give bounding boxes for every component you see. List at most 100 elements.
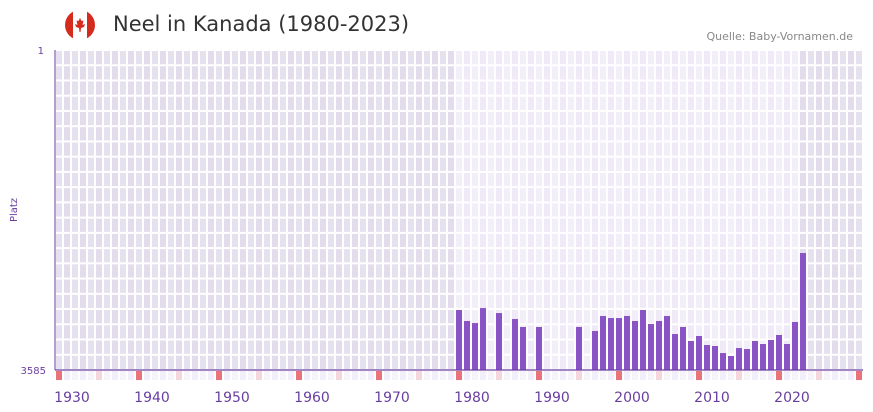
grid-cell (560, 172, 566, 187)
grid-cell (576, 249, 582, 263)
grid-cell (504, 233, 510, 248)
grid-cell (232, 340, 238, 354)
grid-cell (432, 203, 438, 217)
grid-cell (800, 218, 806, 232)
grid-cell (424, 340, 430, 354)
grid-cell (256, 340, 262, 354)
grid-cell (616, 51, 622, 65)
grid-cell (584, 233, 590, 248)
grid-cell (512, 142, 518, 156)
grid-cell (680, 218, 686, 232)
grid-cell (376, 157, 382, 171)
grid-cell (504, 96, 510, 110)
bar-2009 (688, 340, 694, 370)
grid-cell (496, 233, 502, 248)
grid-cell (728, 203, 734, 217)
grid-cell (120, 325, 126, 339)
grid-cell (488, 325, 494, 339)
grid-cell (496, 218, 502, 232)
grid-cell (192, 157, 198, 171)
grid-cell (560, 233, 566, 248)
grid-cell (456, 111, 462, 126)
x-tick-marker (608, 371, 614, 380)
grid-cell (584, 294, 590, 309)
grid-cell (728, 188, 734, 202)
grid-cell (664, 142, 670, 156)
grid-cell (728, 96, 734, 110)
grid-cell (104, 142, 110, 156)
grid-cell (416, 218, 422, 232)
grid-cell (632, 172, 638, 187)
grid-cell (200, 340, 206, 354)
grid-cell (792, 218, 798, 232)
y-axis-label: Platz (9, 198, 20, 222)
grid-cell (784, 111, 790, 126)
grid-cell (728, 294, 734, 309)
grid-cell (416, 157, 422, 171)
grid-cell (432, 218, 438, 232)
grid-cell (376, 127, 382, 141)
grid-cell (808, 66, 814, 80)
grid-cell (600, 279, 606, 293)
x-tick-marker (368, 371, 374, 380)
grid-cell (312, 127, 318, 141)
x-tick-marker (304, 371, 310, 380)
grid-cell (96, 325, 102, 339)
grid-cell (768, 325, 774, 339)
grid-cell (208, 203, 214, 217)
grid-cell (632, 279, 638, 293)
grid-cell (352, 203, 358, 217)
grid-cell (392, 249, 398, 263)
grid-cell (744, 51, 750, 65)
grid-cell (440, 188, 446, 202)
grid-cell (640, 218, 646, 232)
grid-cell (152, 142, 158, 156)
grid-cell (824, 81, 830, 95)
grid-cell (120, 188, 126, 202)
grid-cell (328, 157, 334, 171)
grid-cell (696, 233, 702, 248)
canada-flag-icon (65, 10, 95, 40)
grid-cell (144, 325, 150, 339)
grid-cell (184, 325, 190, 339)
grid-cell (776, 264, 782, 278)
grid-cell (808, 279, 814, 293)
grid-cell (736, 279, 742, 293)
grid-cell (712, 325, 718, 339)
grid-cell (280, 233, 286, 248)
grid-cell (472, 172, 478, 187)
grid-cell (800, 142, 806, 156)
grid-cell (608, 279, 614, 293)
grid-cell (808, 142, 814, 156)
grid-cell (488, 310, 494, 324)
x-tick-marker (64, 371, 70, 380)
grid-cell (216, 355, 222, 369)
grid-cell (568, 157, 574, 171)
grid-cell (368, 51, 374, 65)
grid-cell (96, 355, 102, 369)
grid-cell (328, 310, 334, 324)
grid-cell (392, 172, 398, 187)
grid-cell (816, 325, 822, 339)
grid-cell (400, 81, 406, 95)
grid-cell (176, 249, 182, 263)
x-tick-marker (400, 371, 406, 380)
grid-cell (208, 264, 214, 278)
x-tick-label: 1960 (294, 390, 330, 406)
grid-cell (768, 51, 774, 65)
grid-cell (616, 279, 622, 293)
grid-cell (600, 233, 606, 248)
grid-cell (352, 218, 358, 232)
grid-cell (216, 51, 222, 65)
grid-cell (536, 66, 542, 80)
grid-cell (464, 279, 470, 293)
grid-cell (696, 111, 702, 126)
grid-cell (552, 127, 558, 141)
grid-cell (432, 81, 438, 95)
grid-cell (440, 111, 446, 126)
grid-cell (384, 310, 390, 324)
x-tick-marker (704, 371, 710, 380)
x-tick-marker (360, 371, 366, 380)
grid-cell (296, 81, 302, 95)
